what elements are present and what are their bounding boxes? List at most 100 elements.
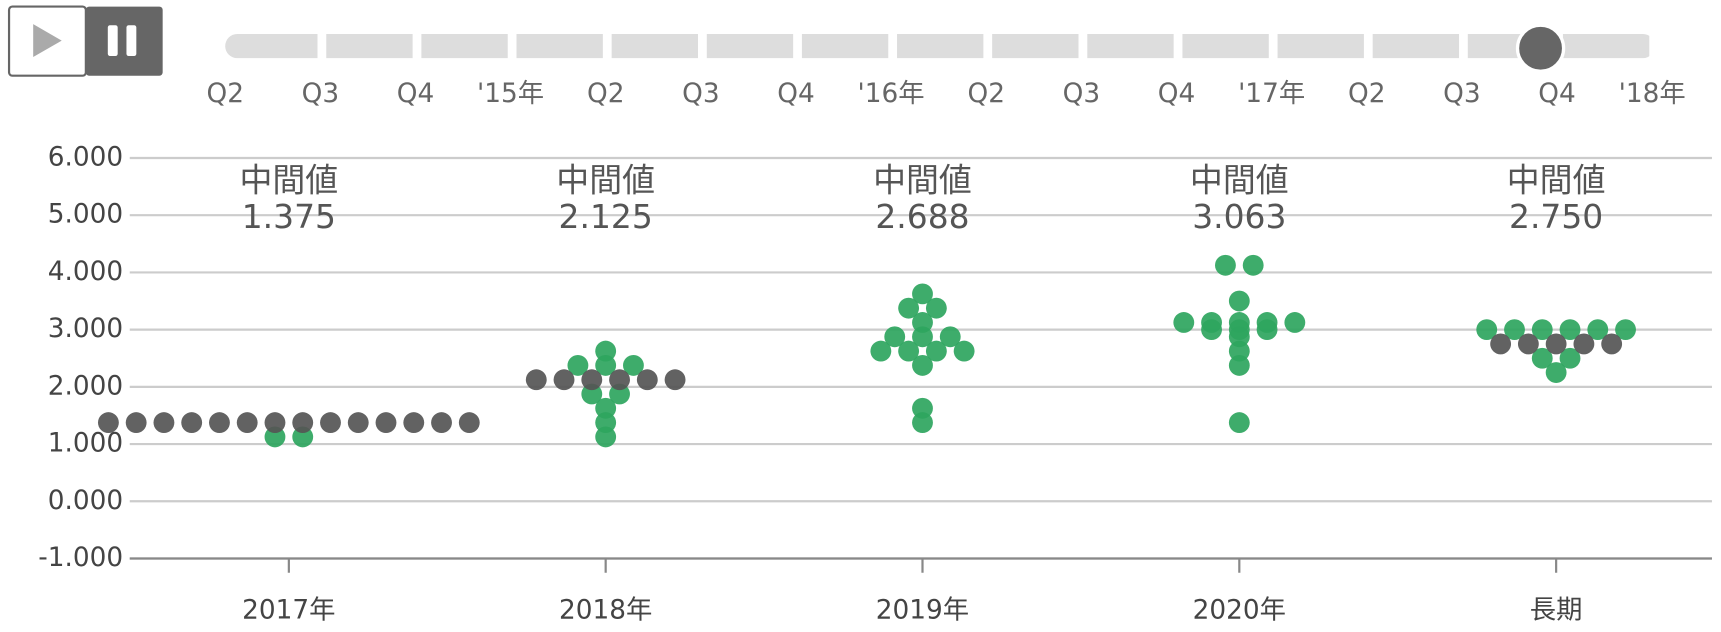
dot: [525, 369, 547, 391]
dot: [181, 412, 203, 434]
dot: [1587, 319, 1609, 341]
dot: [898, 340, 920, 362]
dot: [1559, 319, 1581, 341]
dot: [1490, 333, 1512, 355]
track-gap[interactable]: [317, 31, 327, 61]
dot: [1228, 312, 1250, 333]
pause-icon[interactable]: [126, 25, 137, 56]
track-gap[interactable]: [1363, 31, 1373, 61]
track-gap[interactable]: [1173, 31, 1183, 61]
median-value: 2.688: [875, 197, 969, 236]
dot: [431, 412, 452, 434]
y-tick-label: 0.000: [48, 486, 123, 516]
pause-button[interactable]: [85, 6, 163, 76]
dot: [553, 369, 575, 391]
dot: [1545, 333, 1567, 355]
pause-button-box[interactable]: [85, 6, 163, 76]
dot: [292, 412, 314, 434]
track-gap[interactable]: [602, 31, 612, 61]
dot: [125, 412, 147, 434]
timeline-label[interactable]: Q4: [1538, 79, 1575, 109]
timeline-label[interactable]: Q3: [1443, 79, 1480, 109]
timeline-thumb[interactable]: [1515, 23, 1566, 73]
track-gap[interactable]: [1649, 31, 1659, 61]
track-gap[interactable]: [888, 31, 898, 61]
dot: [1545, 362, 1567, 383]
timeline-label[interactable]: Q4: [397, 79, 434, 109]
timeline-label[interactable]: '17年: [1238, 79, 1305, 109]
x-tick-label: 2019年: [876, 596, 969, 626]
timeline-track[interactable]: [225, 31, 1659, 61]
dot: [1517, 333, 1539, 355]
dot: [264, 426, 286, 448]
dot: [595, 426, 617, 448]
timeline-label[interactable]: Q3: [1063, 79, 1100, 109]
dot: [1559, 347, 1581, 369]
dot: [458, 412, 480, 434]
dot: [264, 412, 286, 434]
y-tick-label: 4.000: [48, 257, 123, 287]
track-gap[interactable]: [507, 31, 517, 61]
timeline-label[interactable]: Q2: [1348, 79, 1385, 109]
timeline-label[interactable]: Q4: [1158, 79, 1195, 109]
dot: [1476, 319, 1498, 341]
median-label: 中間値: [1507, 161, 1606, 200]
dot: [595, 397, 617, 419]
track-gap[interactable]: [412, 31, 422, 61]
timeline-label[interactable]: Q3: [302, 79, 339, 109]
track-gap[interactable]: [1459, 31, 1468, 61]
dot: [1228, 412, 1250, 434]
y-tick-label: 1.000: [48, 429, 123, 459]
dot: [1615, 319, 1636, 341]
dot: [939, 326, 961, 348]
track-gap[interactable]: [793, 31, 802, 61]
dot: [581, 369, 603, 391]
median-label: 中間値: [1190, 161, 1289, 200]
track-gap[interactable]: [698, 31, 707, 61]
track-gap[interactable]: [1268, 31, 1278, 61]
timeline-label[interactable]: '15年: [477, 79, 544, 109]
dot: [609, 383, 630, 405]
track-gap[interactable]: [1078, 31, 1088, 61]
track-gap[interactable]: [983, 31, 993, 61]
dot: [1601, 333, 1623, 355]
y-tick-label: 6.000: [48, 143, 123, 173]
dot: [1573, 333, 1595, 355]
dot: [292, 426, 314, 448]
dot: [595, 354, 617, 376]
timeline-label[interactable]: '16年: [858, 79, 925, 109]
median-label: 中間値: [239, 161, 338, 200]
dot: [912, 312, 933, 333]
track-bar[interactable]: [225, 34, 1655, 59]
x-tick-label: 2017年: [242, 596, 335, 626]
play-button[interactable]: [7, 5, 87, 77]
timeline-label[interactable]: Q3: [682, 79, 719, 109]
dot: [953, 340, 975, 362]
play-icon[interactable]: [33, 24, 62, 58]
median-value: 2.750: [1509, 197, 1603, 236]
dot: [595, 340, 617, 362]
dot: [912, 354, 933, 376]
dot: [609, 369, 630, 391]
timeline-label[interactable]: '18年: [1619, 79, 1686, 109]
timeline-label[interactable]: Q2: [206, 79, 243, 109]
dot: [1228, 290, 1250, 312]
timeline-label[interactable]: Q2: [967, 79, 1004, 109]
dot: [347, 412, 369, 434]
x-tick-label: 2018年: [559, 596, 652, 626]
timeline-label[interactable]: Q2: [587, 79, 624, 109]
timeline-label[interactable]: Q4: [777, 79, 814, 109]
pause-icon[interactable]: [107, 25, 118, 56]
dot: [1242, 254, 1264, 276]
x-tick-label: 長期: [1530, 596, 1583, 626]
dot: [97, 412, 119, 434]
dot: [870, 340, 892, 362]
dot: [595, 412, 617, 434]
dot: [898, 297, 920, 319]
dot: [1256, 312, 1278, 333]
dot: [664, 369, 686, 391]
median-label: 中間値: [556, 161, 655, 200]
dot: [1173, 312, 1195, 333]
dot: [1531, 347, 1553, 369]
